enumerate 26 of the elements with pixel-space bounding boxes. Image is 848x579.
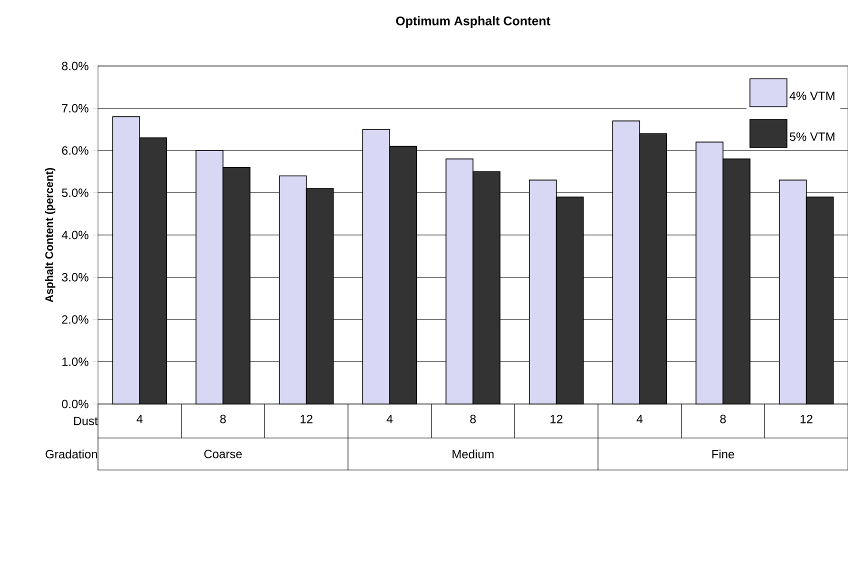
x-tick-label: 4	[136, 414, 143, 424]
text: Medium	[452, 450, 494, 458]
y-tick-label: 0.0%	[62, 400, 88, 408]
y-tick-label: 5.0%	[62, 188, 88, 198]
y-tick-label: 6.0%	[62, 146, 88, 155]
legend-label: 4% VTM	[790, 92, 834, 100]
legend-label: 5% VTM	[790, 132, 834, 141]
x-tick-label: 8	[220, 414, 226, 424]
x-tick-label: 12	[300, 414, 312, 424]
y-tick-label: 4.0%	[62, 230, 88, 240]
text: Fine	[712, 450, 734, 458]
chart-title: Optimum Asphalt Content	[396, 16, 550, 28]
x-tick-label: 8	[470, 414, 476, 424]
text: Gradation	[46, 450, 98, 458]
y-tick-label: 1.0%	[62, 358, 88, 366]
x-tick-label: 12	[800, 414, 812, 424]
y-tick-label: 7.0%	[62, 104, 88, 113]
y-tick-label: 2.0%	[62, 315, 88, 324]
x-tick-label: 12	[550, 414, 562, 424]
y-axis-title: Asphalt Content (percent)	[45, 168, 56, 302]
text: Coarse	[204, 450, 242, 458]
x-tick-label: 4	[386, 414, 393, 424]
y-tick-label: 8.0%	[62, 62, 88, 70]
y-tick-label: 3.0%	[62, 273, 88, 282]
x-tick-label: 8	[720, 414, 726, 424]
x-tick-label: 4	[636, 414, 643, 424]
